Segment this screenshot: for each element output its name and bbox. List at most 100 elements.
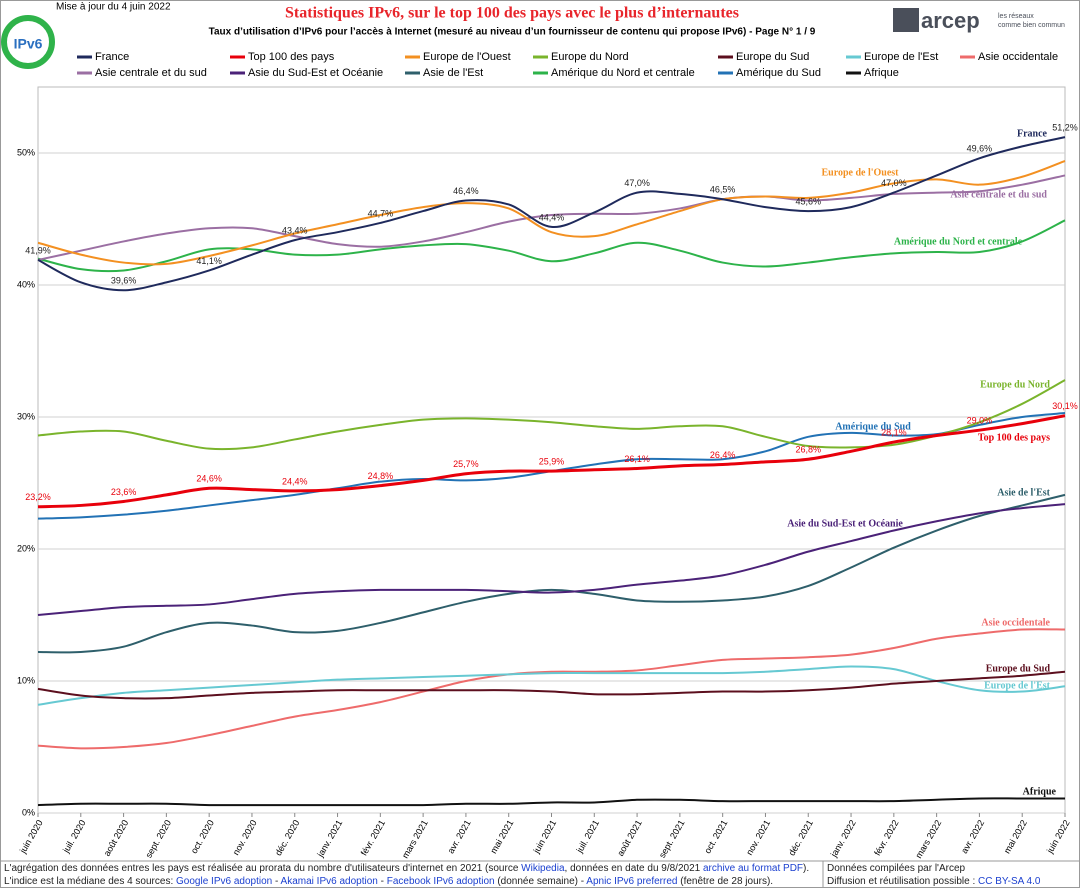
x-tick-label: nov. 2021: [744, 818, 772, 857]
data-label: 49,6%: [967, 144, 993, 154]
legend-label: France: [95, 51, 129, 63]
data-label: 26,1%: [624, 454, 650, 464]
footer-text: L'agrégation des données entres les pays…: [4, 863, 522, 874]
series-line: [37, 628, 1066, 750]
y-tick-label: 10%: [17, 675, 35, 685]
footer-line: Diffusion et réutilisation possible : CC…: [827, 875, 1040, 888]
series-line: [37, 379, 1066, 451]
x-tick-label: avr. 2021: [446, 818, 473, 855]
series-end-label: Asie centrale et du sud: [950, 189, 1047, 200]
legend-label: Afrique: [864, 67, 899, 79]
legend-label: Asie du Sud-Est et Océanie: [248, 67, 383, 79]
x-tick-label: déc. 2021: [787, 818, 815, 857]
x-tick-label: juil. 2021: [574, 818, 601, 855]
series-line: [37, 665, 1066, 706]
footer-link[interactable]: Apnic IPv6 preferred: [586, 876, 678, 887]
series-end-label: Asie de l'Est: [997, 487, 1050, 498]
x-tick-label: nov. 2020: [231, 818, 259, 857]
data-label: 47,0%: [624, 178, 650, 188]
footer-link[interactable]: Facebook IPv6 adoption: [386, 876, 495, 887]
footer-link[interactable]: Akamai IPv6 adoption: [280, 876, 378, 887]
data-label: 47,0%: [881, 178, 907, 188]
series-end-label: France: [1017, 128, 1048, 139]
x-tick-label: sept. 2020: [143, 818, 173, 859]
data-label: 43,4%: [282, 225, 308, 235]
x-tick-label: sept. 2021: [657, 818, 687, 859]
footer-text: -: [272, 876, 281, 887]
footer-right: Données compilées par l'Arcep Diffusion e…: [827, 862, 1040, 888]
data-label: 44,7%: [368, 208, 394, 218]
brand: arcep: [921, 8, 980, 33]
plot-area: [37, 86, 1066, 814]
data-label: 25,9%: [539, 456, 565, 466]
x-tick-label: févr. 2021: [359, 818, 387, 857]
data-label: 41,1%: [196, 256, 222, 266]
y-tick-label: 20%: [17, 543, 35, 553]
y-tick-label: 40%: [17, 279, 35, 289]
x-tick-label: août 2021: [615, 818, 644, 858]
series-line: [37, 493, 1066, 654]
data-label: 28,1%: [881, 427, 907, 437]
series-line: [37, 414, 1066, 509]
series-line: [37, 159, 1066, 266]
data-label: 24,8%: [368, 471, 394, 481]
x-tick-label: mai 2021: [488, 818, 515, 855]
legend-label: Asie occidentale: [978, 51, 1058, 63]
chart-title: Statistiques IPv6, sur le top 100 des pa…: [285, 5, 739, 22]
footer-line: L'indice est la médiane des 4 sources: G…: [4, 875, 809, 888]
x-tick-label: janv. 2022: [828, 818, 858, 859]
x-tick-label: juin 2022: [1044, 818, 1071, 856]
series-end-label: Europe de l'Ouest: [821, 167, 899, 178]
x-tick-label: avr. 2022: [959, 818, 986, 855]
data-label: 23,6%: [111, 487, 137, 497]
x-tick-label: oct. 2020: [189, 818, 216, 855]
legend-label: Europe de l'Ouest: [423, 51, 511, 63]
legend-label: Europe du Sud: [736, 51, 809, 63]
data-label: 26,8%: [795, 445, 821, 455]
footer-text: ).: [803, 863, 810, 874]
footer-link[interactable]: Google IPv6 adoption: [176, 876, 273, 887]
footer-line: L'agrégation des données entres les pays…: [4, 862, 809, 875]
x-tick-label: mars 2021: [400, 818, 430, 860]
data-label: 46,5%: [710, 185, 736, 195]
series-line: [37, 797, 1065, 807]
footer-link[interactable]: Wikipedia: [521, 863, 565, 874]
data-label: 25,7%: [453, 459, 479, 469]
legend-label: Amérique du Sud: [736, 67, 821, 79]
data-label: 45,6%: [795, 196, 821, 206]
series-end-label: Europe du Nord: [980, 379, 1050, 390]
data-label: 23,2%: [25, 492, 51, 502]
footer-text: Données compilées par l'Arcep: [827, 863, 966, 874]
footer-text: (fenêtre de 28 jours).: [677, 876, 774, 887]
tagline: les réseaux: [998, 13, 1034, 20]
data-label: 30,1%: [1052, 401, 1078, 411]
data-label: 51,2%: [1052, 123, 1078, 133]
series-end-label: Amérique du Nord et centrale: [894, 236, 1023, 247]
logo-ring: [1, 15, 55, 69]
footer-link[interactable]: CC BY-SA 4.0: [978, 876, 1041, 887]
tagline: comme bien commun: [998, 22, 1065, 29]
x-tick-label: juil. 2020: [60, 818, 87, 855]
series-end-label: Afrique: [1023, 786, 1057, 797]
series-end-label: Europe du Sud: [986, 663, 1051, 674]
x-tick-label: mars 2022: [913, 818, 943, 860]
legend-label: Top 100 des pays: [248, 51, 335, 63]
x-tick-label: mai 2022: [1002, 818, 1029, 855]
footer-text: Diffusion et réutilisation possible :: [827, 876, 979, 887]
series-end-label: Asie du Sud-Est et Océanie: [787, 518, 903, 529]
data-label: 26,4%: [710, 450, 736, 460]
y-tick-label: 50%: [17, 147, 35, 157]
series-line: [37, 174, 1066, 261]
footer-text: (donnée semaine) -: [494, 876, 587, 887]
legend-label: Asie centrale et du sud: [95, 67, 207, 79]
data-label: 41,9%: [25, 245, 51, 255]
legend-label: Europe du Nord: [551, 51, 629, 63]
x-tick-label: juin 2020: [17, 818, 44, 856]
footer-link[interactable]: archive au format PDF: [702, 863, 804, 874]
series-end-label: Europe de l'Est: [984, 680, 1051, 691]
y-tick-label: 30%: [17, 411, 35, 421]
x-tick-label: févr. 2022: [872, 818, 900, 857]
footer-line: Données compilées par l'Arcep: [827, 862, 1040, 875]
